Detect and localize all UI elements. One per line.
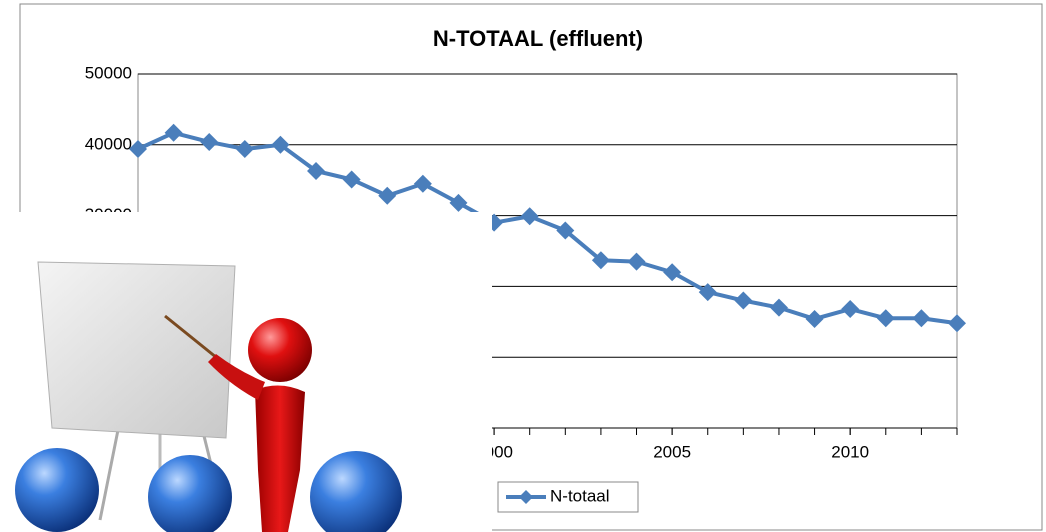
point-marker (948, 314, 966, 333)
point-marker (413, 174, 432, 193)
point-marker (805, 309, 824, 328)
point-marker (271, 135, 290, 154)
point-marker (698, 283, 717, 302)
y-tick-label: 50000 (85, 63, 132, 82)
point-marker (129, 140, 147, 159)
point-marker (307, 161, 326, 180)
y-tick-label: 40000 (85, 134, 132, 153)
point-marker (876, 309, 895, 328)
chart-title: N-TOTAAL (effluent) (433, 26, 643, 51)
point-marker (627, 252, 646, 271)
point-marker (734, 291, 753, 310)
point-marker (912, 309, 931, 328)
point-marker (663, 263, 682, 282)
point-marker (520, 207, 539, 226)
legend-marker (519, 490, 533, 504)
x-tick-label: 2010 (831, 442, 869, 461)
point-marker (556, 221, 575, 240)
point-marker (769, 298, 788, 317)
point-marker (164, 123, 183, 142)
point-marker (235, 140, 254, 159)
point-marker (200, 132, 219, 151)
point-marker (378, 186, 397, 205)
x-tick-label: 2005 (653, 442, 691, 461)
point-marker (449, 193, 468, 212)
point-marker (342, 170, 361, 189)
legend-label: N-totaal (550, 486, 610, 505)
point-marker (591, 251, 610, 270)
point-marker (841, 300, 860, 319)
clip-art (0, 212, 492, 532)
